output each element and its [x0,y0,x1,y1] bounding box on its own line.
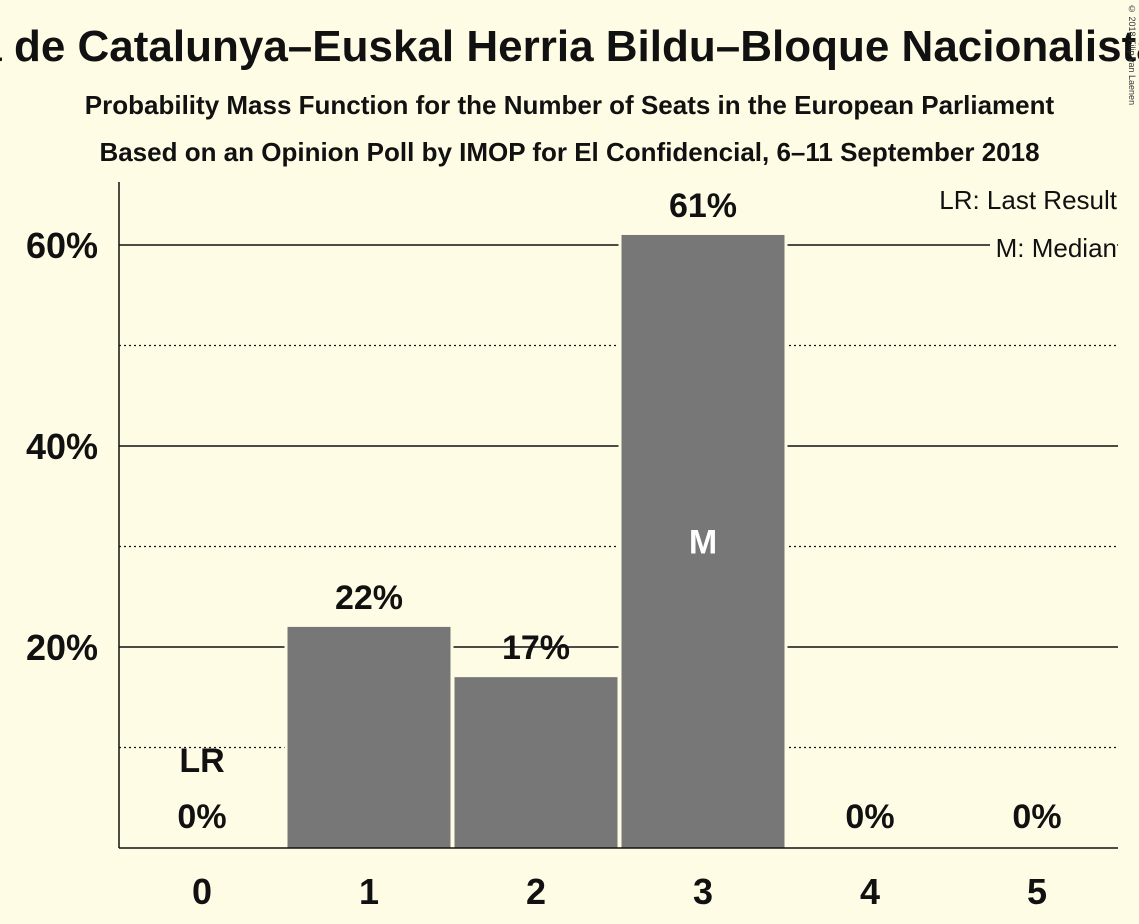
chart-source-note: Based on an Opinion Poll by IMOP for El … [99,137,1040,167]
x-tick-label: 4 [860,871,880,912]
median-marker: M [689,523,717,561]
x-tick-label: 0 [192,871,212,912]
bar [287,626,451,848]
y-tick-label: 20% [26,627,98,668]
data-label: 0% [177,798,226,836]
copyright-note: © 2018 Filip van Laenen [1127,4,1137,106]
x-tick-label: 2 [526,871,546,912]
chart-title: a de Catalunya–Euskal Herria Bildu–Bloqu… [0,22,1139,71]
x-tick-label: 5 [1027,871,1047,912]
legend-median: M: Median [989,233,1117,264]
data-label: 0% [845,798,894,836]
last-result-marker: LR [179,742,224,780]
bar [454,677,618,848]
y-tick-label: 40% [26,426,98,467]
chart-subtitle: Probability Mass Function for the Number… [84,90,1055,120]
data-label: 17% [502,629,570,667]
data-label: 61% [669,187,737,225]
data-label: 22% [335,579,403,617]
data-label: 0% [1012,798,1061,836]
x-tick-label: 1 [359,871,379,912]
bar [621,234,785,848]
legend-last-result: LR: Last Result [933,185,1117,216]
y-tick-label: 60% [26,225,98,266]
x-tick-label: 3 [693,871,713,912]
